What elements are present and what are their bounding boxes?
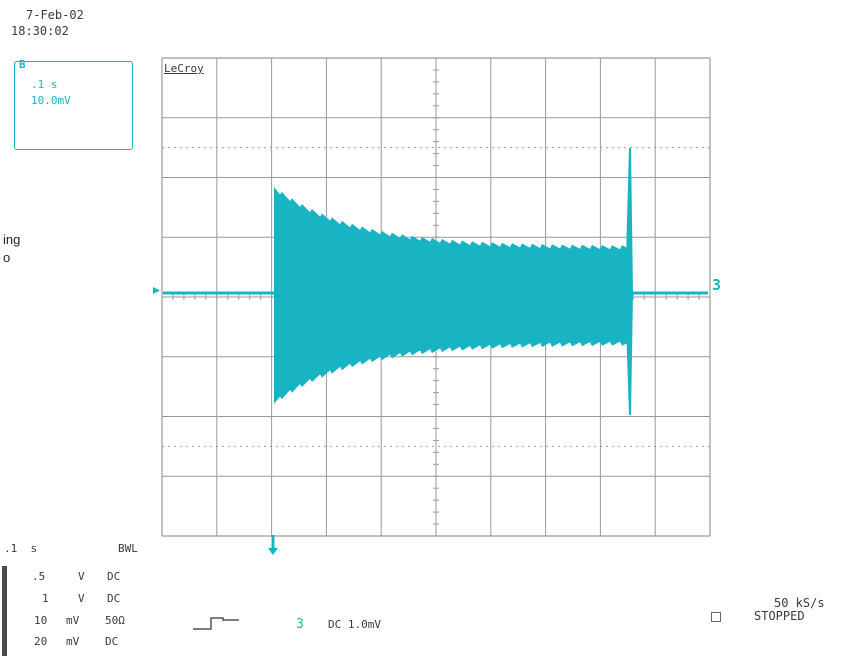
graticule (161, 57, 711, 537)
trigger-coupling-label: DC 1.0mV (328, 618, 381, 631)
ch1-unit: V (78, 570, 85, 583)
trigger-channel-label: 3 (296, 617, 304, 632)
ch3-volts: 10 (34, 614, 48, 627)
time-label: 18:30:02 (11, 24, 69, 38)
brand-label: LeCroy (164, 62, 204, 75)
sample-rate-label: 50 kS/s (774, 596, 825, 610)
channel-side-bar (2, 566, 7, 656)
trigger-position-marker-icon (268, 535, 278, 555)
trace-id-label: B (19, 58, 26, 71)
status-checkbox[interactable] (711, 612, 721, 622)
channel-marker: 3 (712, 276, 722, 294)
ch2-coupling: DC (107, 592, 121, 605)
date-label: 7-Feb-02 (26, 8, 84, 22)
trigger-symbol-icon (193, 617, 239, 630)
waveform-trace (163, 147, 708, 416)
left-level-marker-icon (153, 287, 160, 294)
ch4-unit: mV (66, 635, 80, 648)
ch3-unit: mV (66, 614, 80, 627)
trace-descriptor-box[interactable]: B .1 s 10.0mV (14, 58, 133, 150)
ch2-volts: 1 (42, 592, 49, 605)
ch1-volts: .5 (32, 570, 46, 583)
ch4-volts: 20 (34, 635, 48, 648)
trace-timebase-label: .1 s (31, 78, 58, 91)
trace-volts-label: 10.0mV (31, 94, 71, 107)
ch1-coupling: DC (107, 570, 121, 583)
status-label: STOPPED (754, 609, 805, 623)
ch4-coupling: DC (105, 635, 119, 648)
ch3-coupling: 50Ω (105, 614, 125, 627)
bwl-label: BWL (118, 542, 138, 555)
side-note-line1: ing (3, 232, 21, 247)
side-note-line2: o (3, 250, 11, 265)
ch2-unit: V (78, 592, 85, 605)
timebase-label: .1 s (4, 542, 38, 555)
